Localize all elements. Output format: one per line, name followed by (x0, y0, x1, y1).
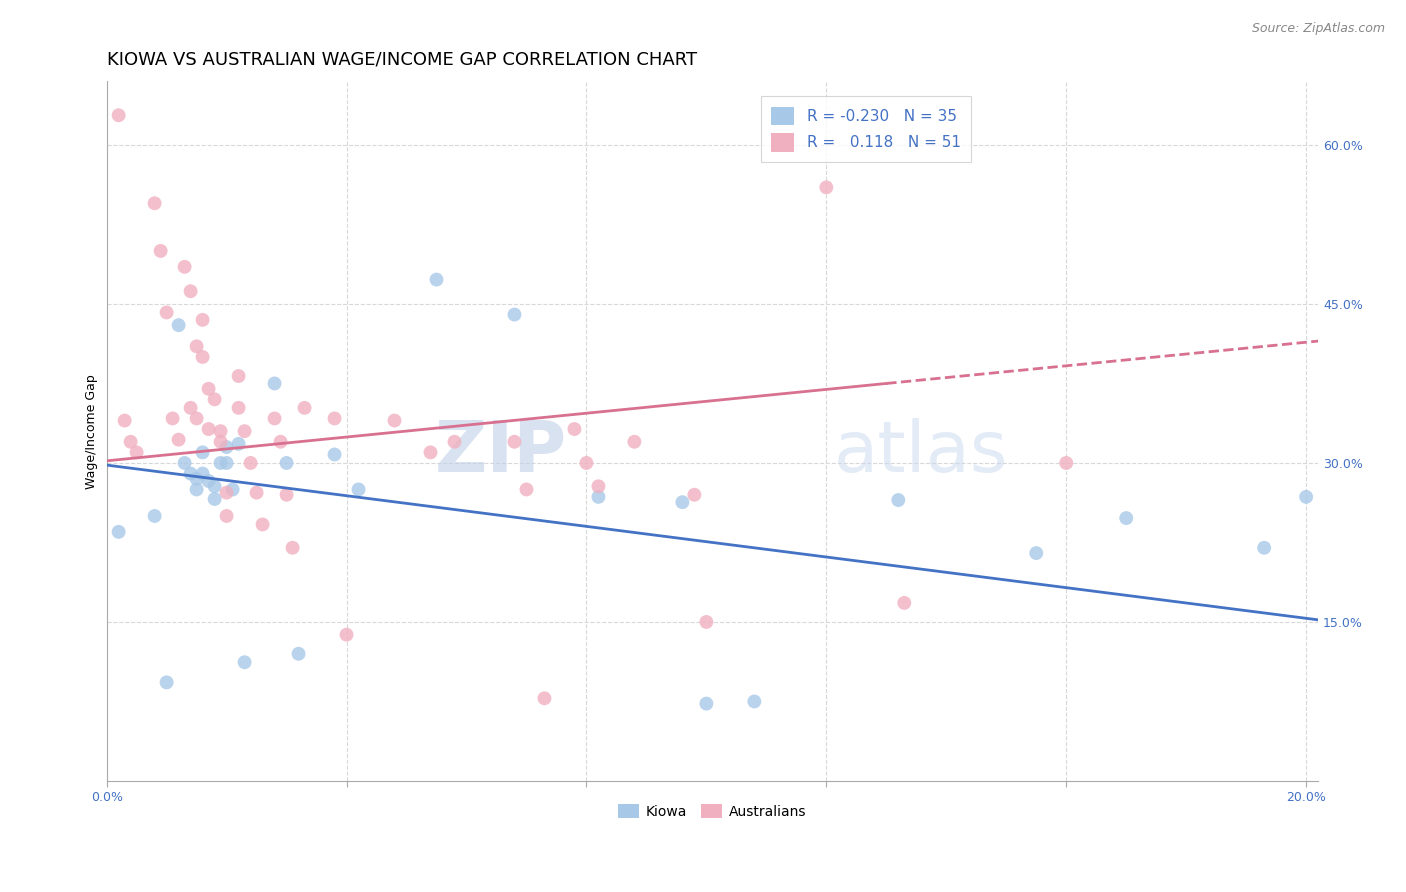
Point (228, 437, 250, 451)
Point (294, 401, 316, 415)
Point (221, 483, 243, 497)
Y-axis label: Wage/Income Gap: Wage/Income Gap (86, 374, 98, 489)
Point (276, 488, 298, 502)
Point (588, 490, 610, 504)
Point (425, 272, 447, 286)
Point (180, 467, 202, 481)
Point (186, 483, 208, 497)
Point (107, 524, 129, 539)
Text: ZIP: ZIP (434, 417, 567, 487)
Legend: Kiowa, Australians: Kiowa, Australians (613, 798, 813, 824)
Text: KIOWA VS AUSTRALIAN WAGE/INCOME GAP CORRELATION CHART: KIOWA VS AUSTRALIAN WAGE/INCOME GAP CORR… (107, 51, 697, 69)
Point (143, 508, 166, 523)
Point (419, 445, 441, 459)
Point (252, 517, 274, 532)
Point (887, 493, 910, 508)
Point (186, 339, 208, 353)
Point (197, 382, 219, 396)
Point (623, 434, 645, 449)
Point (683, 488, 706, 502)
Point (347, 483, 370, 497)
Point (270, 434, 292, 449)
Point (173, 456, 195, 470)
Point (197, 474, 219, 488)
Point (191, 445, 214, 459)
Point (204, 479, 226, 493)
Point (893, 596, 915, 610)
Point (503, 308, 526, 322)
Point (335, 628, 357, 642)
Point (204, 491, 226, 506)
Point (1054, 456, 1077, 470)
Point (191, 467, 214, 481)
Point (695, 697, 717, 711)
Point (323, 448, 346, 462)
Point (515, 483, 537, 497)
Point (233, 424, 256, 438)
Point (209, 434, 232, 449)
Point (1253, 541, 1275, 555)
Point (180, 284, 202, 298)
Point (215, 508, 238, 523)
Point (215, 485, 238, 500)
Point (564, 422, 586, 436)
Point (695, 615, 717, 629)
Point (125, 445, 148, 459)
Point (233, 655, 256, 669)
Text: atlas: atlas (834, 417, 1008, 487)
Point (149, 244, 172, 258)
Point (180, 401, 202, 415)
Point (744, 694, 766, 708)
Point (281, 541, 304, 555)
Point (263, 411, 285, 425)
Point (263, 376, 285, 391)
Point (162, 411, 184, 425)
Point (671, 495, 693, 509)
Point (215, 456, 238, 470)
Point (503, 434, 526, 449)
Point (1115, 511, 1137, 525)
Point (1025, 546, 1047, 560)
Point (191, 313, 214, 327)
Point (228, 401, 250, 415)
Point (1295, 490, 1317, 504)
Point (120, 434, 142, 449)
Point (228, 369, 250, 384)
Point (197, 422, 219, 436)
Point (186, 411, 208, 425)
Point (215, 440, 238, 454)
Point (575, 456, 598, 470)
Point (287, 647, 309, 661)
Point (204, 392, 226, 407)
Point (167, 318, 190, 333)
Point (173, 260, 195, 274)
Point (443, 434, 465, 449)
Point (815, 180, 838, 194)
Point (107, 108, 129, 122)
Point (209, 456, 232, 470)
Point (384, 413, 406, 427)
Point (239, 456, 262, 470)
Point (167, 433, 190, 447)
Point (276, 456, 298, 470)
Text: Source: ZipAtlas.com: Source: ZipAtlas.com (1251, 22, 1385, 36)
Point (186, 472, 208, 486)
Point (191, 350, 214, 364)
Point (323, 411, 346, 425)
Point (143, 196, 166, 211)
Point (245, 485, 267, 500)
Point (114, 413, 136, 427)
Point (588, 479, 610, 493)
Point (533, 691, 555, 706)
Point (155, 305, 177, 319)
Point (155, 675, 177, 690)
Point (209, 424, 232, 438)
